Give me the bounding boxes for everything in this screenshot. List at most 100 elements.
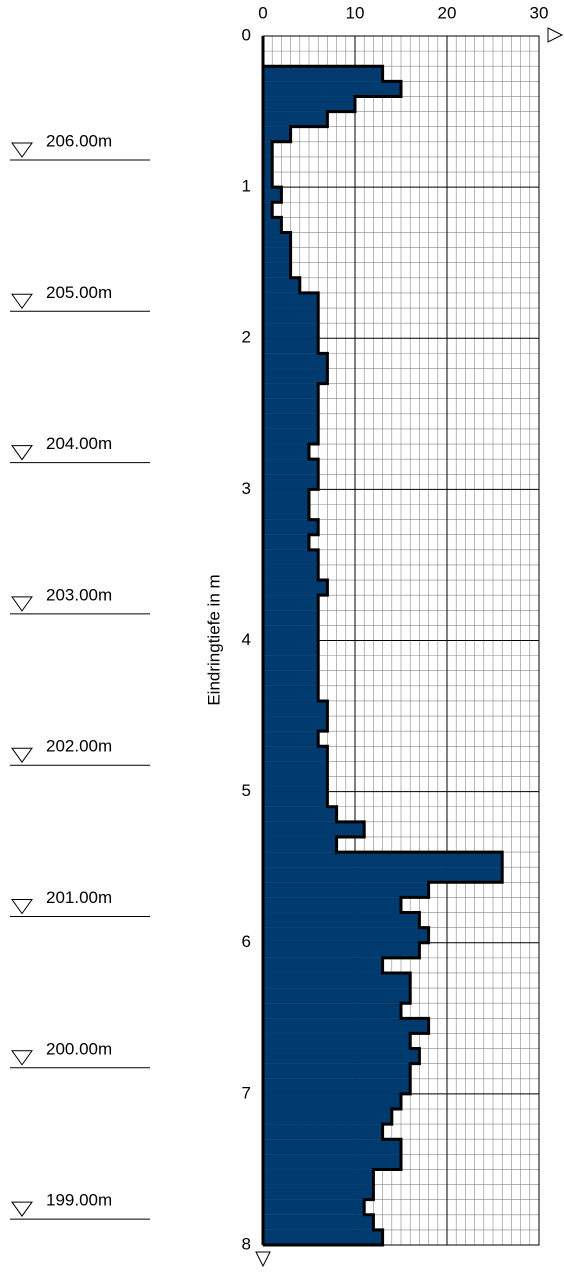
level-symbol <box>11 445 33 461</box>
bar <box>263 96 355 112</box>
bar <box>263 867 503 883</box>
bar <box>263 806 337 822</box>
bar <box>263 232 291 248</box>
y-tick-label: 4 <box>242 630 251 649</box>
bar <box>263 942 420 958</box>
bar <box>263 625 319 641</box>
bar <box>263 519 319 535</box>
bar <box>263 852 503 868</box>
bar <box>263 595 319 611</box>
bar <box>263 323 319 339</box>
bar <box>263 1124 383 1140</box>
y-tick-label: 0 <box>242 25 251 44</box>
bar <box>263 202 273 218</box>
bar <box>263 1229 383 1245</box>
level-symbol <box>11 899 33 915</box>
x-tick-label: 30 <box>530 3 549 22</box>
bar <box>263 1048 420 1064</box>
bar <box>263 338 319 354</box>
bar-outline <box>261 36 504 1247</box>
x-tick-label: 10 <box>346 3 365 22</box>
level-symbol <box>11 747 33 764</box>
bar <box>263 368 328 384</box>
bar <box>263 670 319 686</box>
bar <box>263 353 328 369</box>
bar <box>263 610 319 626</box>
x-tick-label: 20 <box>438 3 457 22</box>
bar <box>263 217 282 233</box>
level-label: 200.00m <box>46 1039 112 1058</box>
axis-arrow <box>547 27 564 43</box>
bar <box>263 640 319 656</box>
bar <box>263 1199 365 1215</box>
bar <box>263 1169 374 1185</box>
bar <box>263 187 282 203</box>
bar <box>263 776 328 792</box>
bar <box>263 504 309 520</box>
y-tick-label: 1 <box>242 177 251 196</box>
bar <box>263 1214 374 1230</box>
bar <box>263 685 319 701</box>
bar <box>263 836 337 853</box>
bar <box>263 277 300 293</box>
bar <box>263 308 319 324</box>
bar <box>263 141 273 157</box>
bar <box>263 580 328 596</box>
bar <box>263 1139 401 1155</box>
bar <box>263 247 291 263</box>
bar <box>263 897 401 913</box>
bar <box>263 716 328 732</box>
level-label: 202.00m <box>46 737 112 756</box>
bar <box>263 1018 429 1034</box>
level-symbol <box>11 293 33 310</box>
x-tick-label: 0 <box>258 3 267 22</box>
bar <box>263 761 328 777</box>
bar <box>263 1093 401 1109</box>
bar <box>263 1078 411 1094</box>
bar <box>263 1033 411 1049</box>
level-label: 206.00m <box>46 131 112 150</box>
bar <box>263 428 319 445</box>
axis-arrow <box>255 1251 271 1268</box>
bar <box>263 474 319 490</box>
bar <box>263 746 328 762</box>
bar <box>263 444 309 460</box>
y-tick-label: 5 <box>242 781 251 800</box>
bar <box>263 1108 392 1125</box>
level-label: 199.00m <box>46 1191 112 1210</box>
bar <box>263 156 273 173</box>
bar <box>263 413 319 429</box>
bar <box>263 534 309 550</box>
bar <box>263 972 411 989</box>
level-symbol <box>11 596 33 612</box>
bar <box>263 564 319 581</box>
bar <box>263 927 429 943</box>
level-symbol <box>11 1201 33 1217</box>
y-tick-label: 7 <box>242 1083 251 1102</box>
bar <box>263 111 328 127</box>
bar <box>263 549 319 565</box>
bar <box>263 700 328 717</box>
bar <box>263 262 291 278</box>
bar <box>263 1063 411 1079</box>
bar <box>263 459 319 475</box>
bar <box>263 81 401 97</box>
bar <box>263 66 383 82</box>
axis-label: Eindringtiefe in m <box>204 574 223 705</box>
bar <box>263 1003 401 1019</box>
bar <box>263 1184 374 1200</box>
bar <box>263 126 291 142</box>
bar <box>263 383 319 399</box>
bar <box>263 398 319 414</box>
level-label: 204.00m <box>46 434 112 453</box>
level-label: 201.00m <box>46 888 112 907</box>
bar <box>263 1154 401 1170</box>
bar <box>263 882 429 898</box>
bar <box>263 791 328 807</box>
y-tick-label: 6 <box>242 932 251 951</box>
bar <box>263 655 319 671</box>
bar <box>263 957 383 973</box>
y-tick-label: 2 <box>242 328 251 347</box>
y-tick-label: 3 <box>242 479 251 498</box>
